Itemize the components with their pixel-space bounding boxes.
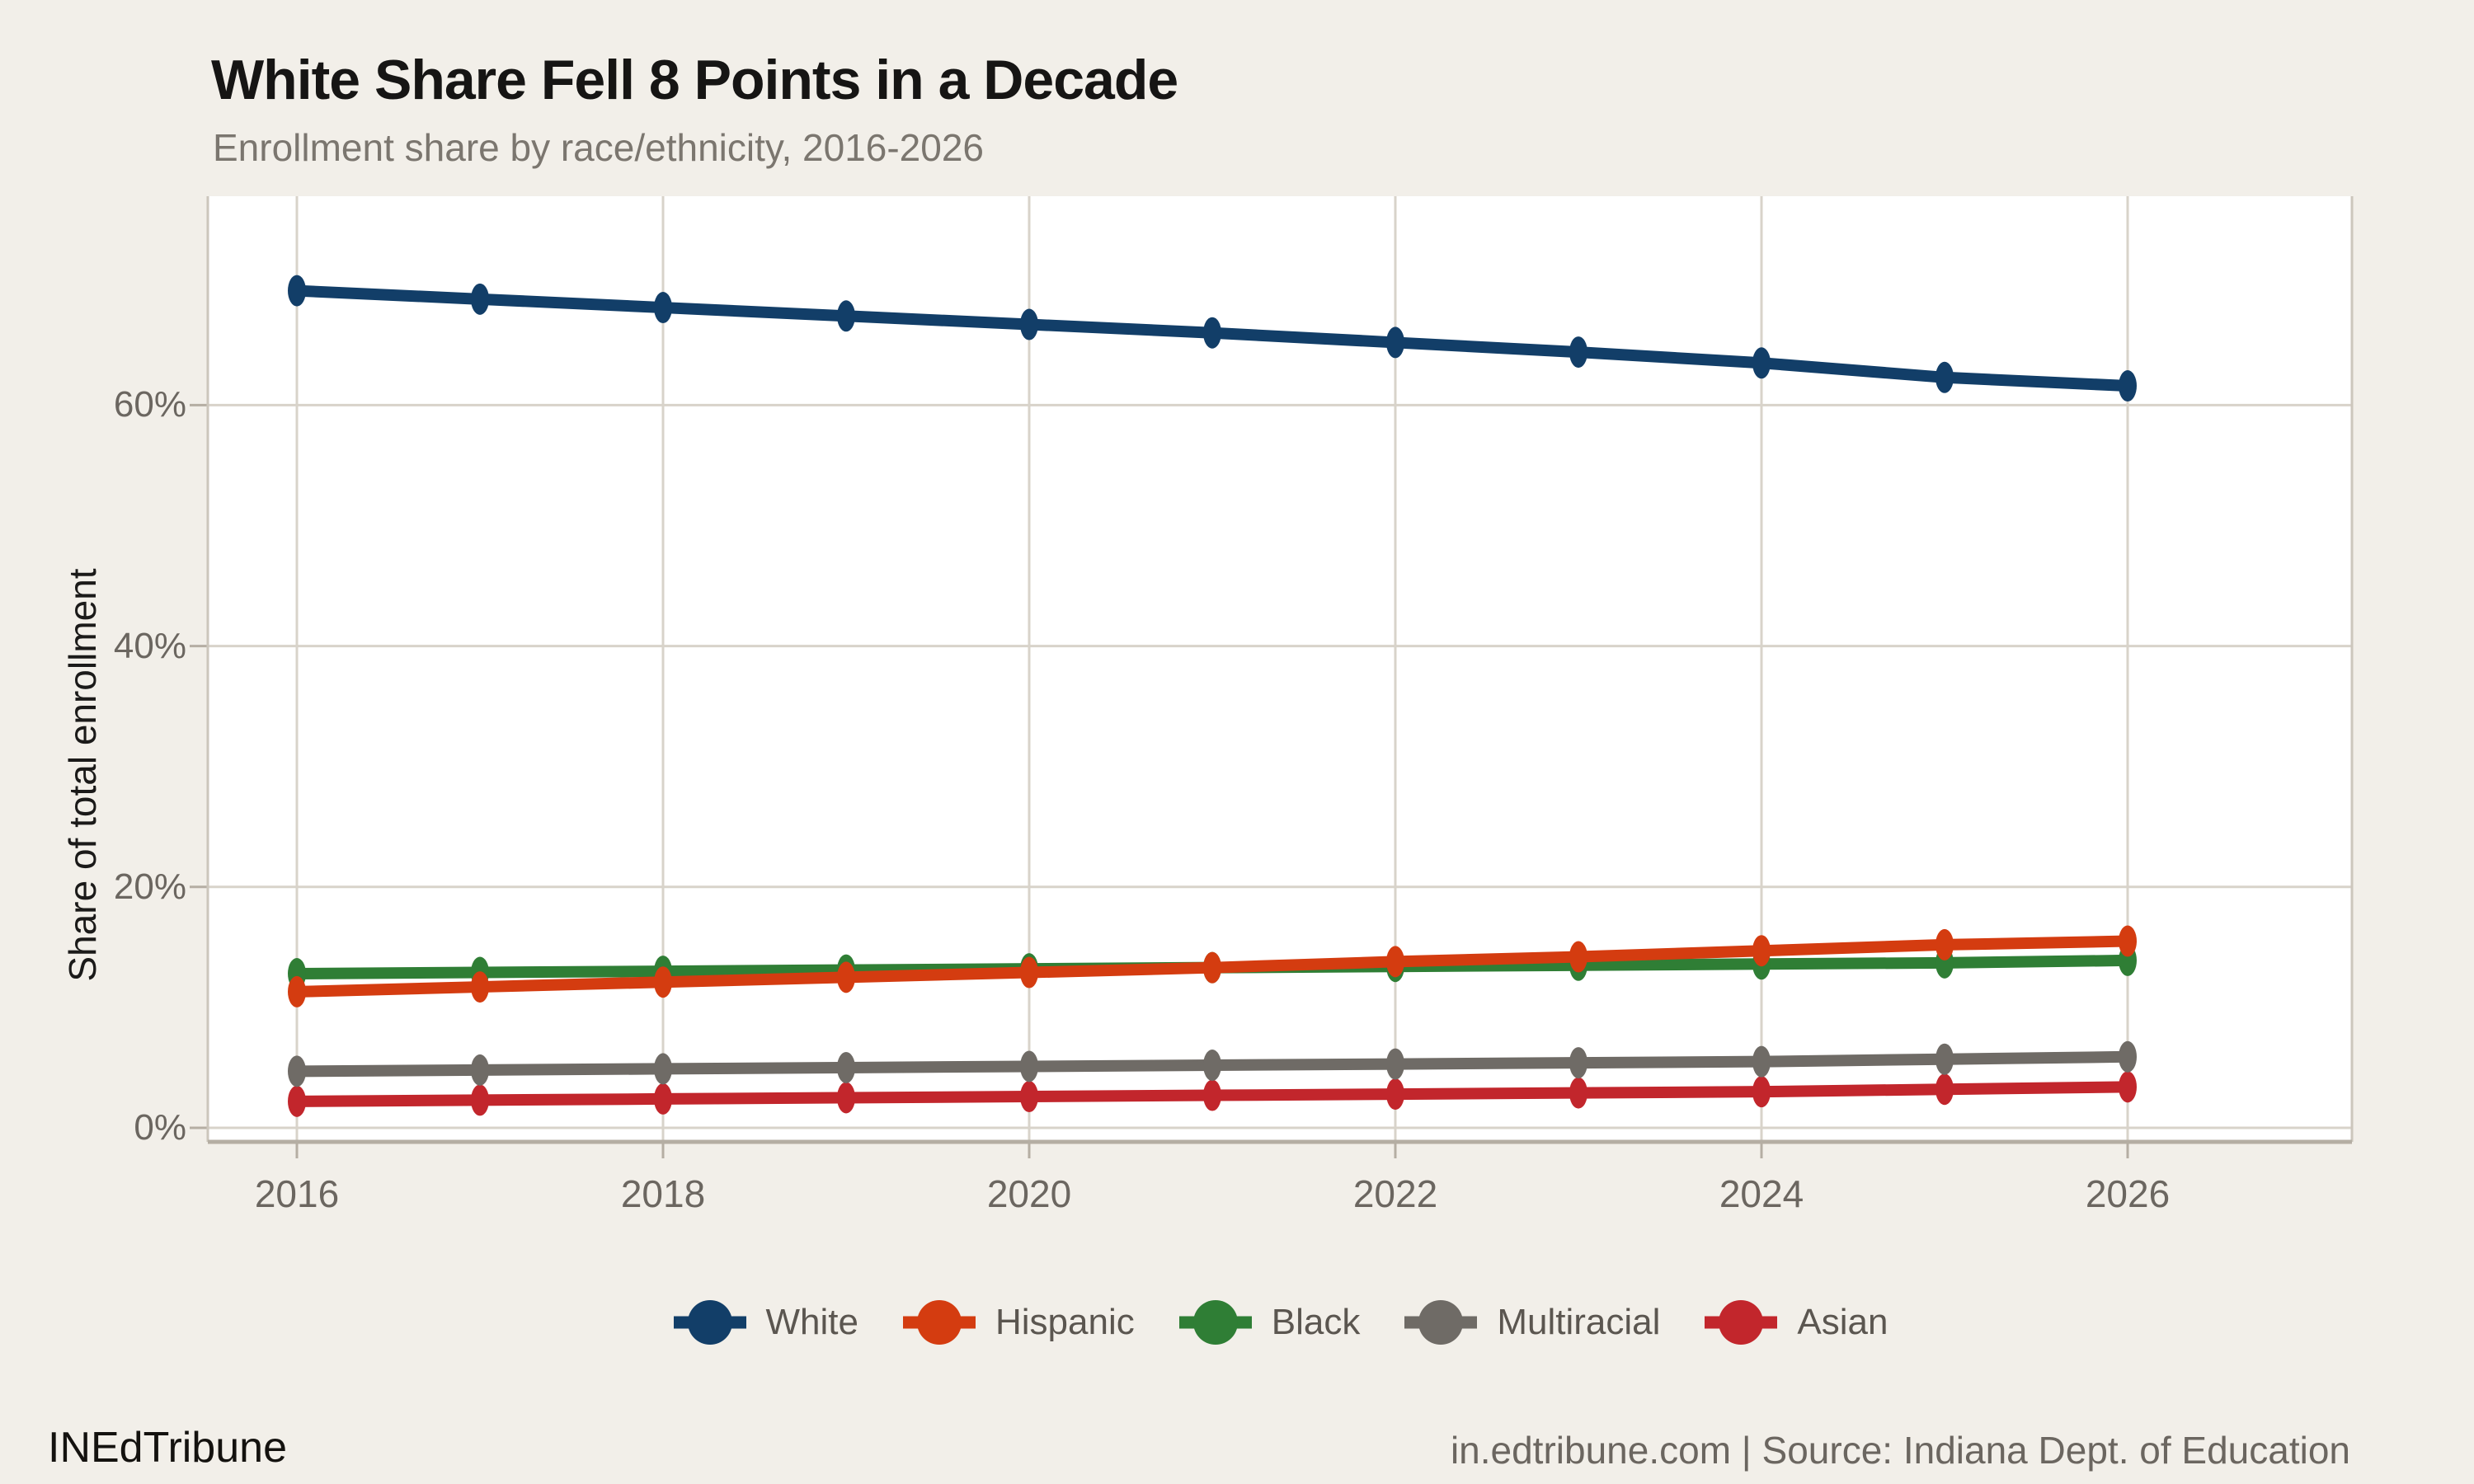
legend-marker-icon: [1705, 1300, 1778, 1345]
data-point-hispanic-2018: [654, 966, 672, 998]
data-point-hispanic-2022: [1386, 946, 1404, 978]
x-tick-label: 2018: [620, 1172, 706, 1215]
legend-marker-icon: [673, 1300, 746, 1345]
y-tick-label: 60%: [113, 384, 186, 425]
data-point-multiracial-2025: [1935, 1043, 1954, 1075]
data-point-white-2023: [1569, 336, 1587, 369]
legend-item-hispanic: Hispanic: [901, 1296, 1135, 1349]
data-point-white-2024: [1752, 347, 1771, 379]
legend-label: Black: [1271, 1302, 1361, 1342]
data-point-asian-2020: [1020, 1081, 1038, 1113]
data-point-hispanic-2017: [471, 971, 489, 1003]
data-point-asian-2024: [1752, 1076, 1771, 1108]
legend-marker-icon: [1404, 1300, 1478, 1345]
legend-marker-icon: [903, 1300, 976, 1345]
data-point-hispanic-2020: [1020, 956, 1038, 989]
data-point-asian-2022: [1386, 1078, 1404, 1111]
data-point-white-2019: [837, 300, 855, 332]
legend-label: Hispanic: [995, 1302, 1135, 1342]
data-point-asian-2025: [1935, 1073, 1954, 1106]
data-point-multiracial-2023: [1569, 1047, 1587, 1079]
legend-label: White: [765, 1302, 858, 1342]
data-point-white-2025: [1935, 361, 1954, 393]
legend-item-white: White: [672, 1296, 858, 1349]
data-point-asian-2019: [837, 1082, 855, 1114]
data-point-white-2021: [1203, 317, 1221, 349]
data-point-multiracial-2016: [288, 1055, 306, 1087]
data-point-hispanic-2019: [837, 961, 855, 993]
data-point-hispanic-2016: [288, 975, 306, 1007]
data-point-multiracial-2018: [654, 1053, 672, 1085]
data-point-multiracial-2021: [1203, 1050, 1221, 1082]
data-point-asian-2021: [1203, 1079, 1221, 1111]
data-point-white-2026: [2119, 370, 2137, 402]
data-point-white-2022: [1386, 326, 1404, 359]
data-point-hispanic-2024: [1752, 935, 1771, 967]
x-tick-label: 2022: [1352, 1172, 1438, 1215]
legend-label: Multiracial: [1497, 1302, 1661, 1342]
data-point-hispanic-2021: [1203, 951, 1221, 984]
legend: White Hispanic Black Multiracial Asian: [208, 1296, 2352, 1349]
data-point-asian-2026: [2119, 1071, 2137, 1103]
data-point-white-2017: [471, 283, 489, 315]
data-point-hispanic-2025: [1935, 928, 1954, 960]
y-tick-label: 20%: [113, 866, 186, 907]
data-point-multiracial-2022: [1386, 1048, 1404, 1080]
data-point-asian-2023: [1569, 1077, 1587, 1109]
data-point-asian-2018: [654, 1082, 672, 1115]
data-point-multiracial-2017: [471, 1054, 489, 1086]
data-point-asian-2016: [288, 1085, 306, 1117]
legend-item-multiracial: Multiracial: [1403, 1296, 1660, 1349]
data-point-hispanic-2023: [1569, 941, 1587, 973]
y-tick-label: 0%: [134, 1107, 186, 1148]
legend-item-asian: Asian: [1703, 1296, 1888, 1349]
data-point-multiracial-2019: [837, 1051, 855, 1083]
data-point-multiracial-2020: [1020, 1050, 1038, 1082]
brand-logo-text: INEdTribune: [48, 1424, 287, 1472]
data-point-white-2020: [1020, 308, 1038, 340]
chart-subtitle: Enrollment share by race/ethnicity, 2016…: [213, 126, 985, 169]
data-point-white-2018: [654, 292, 672, 324]
legend-label: Asian: [1797, 1302, 1888, 1342]
data-point-multiracial-2026: [2119, 1040, 2137, 1073]
data-point-asian-2017: [471, 1084, 489, 1116]
x-tick-label: 2026: [2085, 1172, 2171, 1215]
data-point-hispanic-2026: [2119, 925, 2137, 957]
legend-marker-icon: [1178, 1300, 1252, 1345]
chart-title: White Share Fell 8 Points in a Decade: [211, 49, 1178, 111]
source-attribution: in.edtribune.com | Source: Indiana Dept.…: [1450, 1429, 2350, 1472]
data-point-white-2016: [288, 275, 306, 307]
data-point-multiracial-2024: [1752, 1045, 1771, 1078]
x-tick-label: 2020: [986, 1172, 1072, 1215]
x-tick-label: 2024: [1719, 1172, 1804, 1215]
legend-item-black: Black: [1178, 1296, 1361, 1349]
y-tick-label: 40%: [113, 625, 186, 666]
x-tick-label: 2016: [254, 1172, 340, 1215]
